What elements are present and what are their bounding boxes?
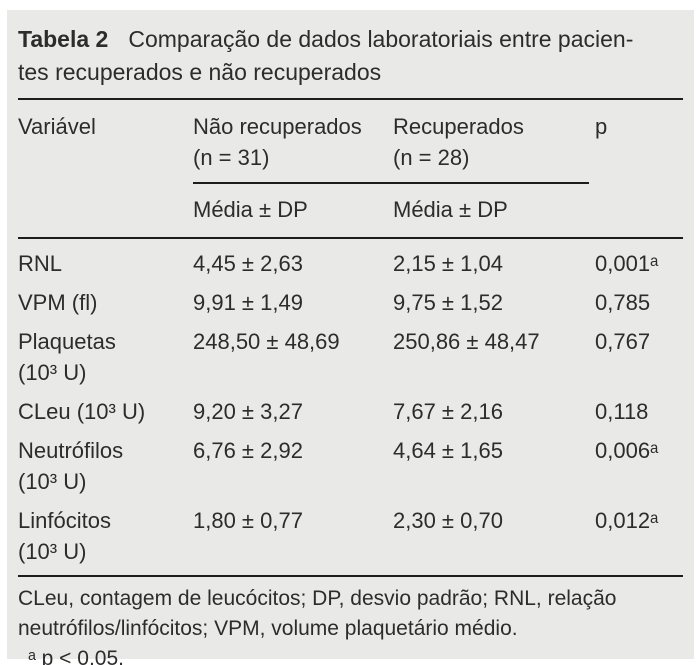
not-recovered-value: 6,76 ± 2,92 [193,438,303,463]
footnote-abbreviations: CLeu, contagem de leucócitos; DP, desvio… [18,587,617,640]
not-recovered-label: Não recuperados [193,114,362,139]
recovered-value: 250,86 ± 48,47 [393,329,540,354]
subheader-row: Média ± DP Média ± DP [193,194,595,225]
variable-unit: (10³ U) [18,469,87,494]
recovered-value: 2,15 ± 1,04 [393,251,503,276]
recovered-value: 2,30 ± 0,70 [393,508,503,533]
table-title-line1: Comparação de dados laboratoriais entre … [128,26,634,52]
variable-cell: Linfócitos (10³ U) [18,505,193,567]
rule-footer [18,575,683,577]
variable-unit: (10³ U) [18,539,87,564]
not-recovered-value: 4,45 ± 2,63 [193,251,303,276]
variable-name: Linfócitos [18,508,111,533]
variable-name: CLeu (10³ U) [18,399,146,424]
col-header-recovered: Recuperados (n = 28) [393,111,589,173]
rule-header [18,237,683,239]
p-value: 0,785 [595,290,651,315]
table-row-linfocitos: Linfócitos (10³ U) 1,80 ± 0,77 2,30 ± 0,… [18,501,683,571]
not-recovered-value: 248,50 ± 48,69 [193,329,340,354]
variable-name: RNL [18,251,63,276]
recovered-value: 4,64 ± 1,65 [393,438,503,463]
p-value: 0,118 [595,399,649,424]
variable-name: Neutrófilos [18,438,124,463]
table-row-plaquetas: Plaquetas (10³ U) 248,50 ± 48,69 250,86 … [18,322,683,392]
recovered-value: 7,67 ± 2,16 [393,399,503,424]
table-row-cleu: CLeu (10³ U) 9,20 ± 3,27 7,67 ± 2,16 0,1… [18,392,683,431]
col-header-variable: Variável [18,114,96,139]
subheader-mean-sd-not-recovered: Média ± DP [193,197,308,222]
rule-top [18,98,683,100]
variable-name: Plaquetas [18,329,116,354]
variable-cell: Neutrófilos (10³ U) [18,435,193,497]
group-headers: Não recuperados (n = 31) Recuperados (n … [193,111,595,225]
table-title-line2: tes recuperados e não recuperados [18,59,382,85]
variable-name: VPM (fl) [18,290,98,315]
not-recovered-value: 9,20 ± 3,27 [193,399,303,424]
subheader-mean-sd-recovered: Média ± DP [393,197,508,222]
not-recovered-n: (n = 31) [193,145,270,170]
table-panel: Tabela 2 Comparação de dados laboratoriai… [7,10,694,665]
variable-cell: RNL [18,248,193,279]
table-caption: Tabela 2 Comparação de dados laboratoriai… [18,23,683,89]
variable-unit: (10³ U) [18,360,87,385]
table-row-rnl: RNL 4,45 ± 2,63 2,15 ± 1,04 0,001ᵃ [18,244,683,283]
p-value: 0,006ᵃ [595,438,659,463]
table-body: RNL 4,45 ± 2,63 2,15 ± 1,04 0,001ᵃ VPM (… [18,239,683,575]
recovered-label: Recuperados [393,114,524,139]
not-recovered-value: 9,91 ± 1,49 [193,290,303,315]
table-header: Variável Não recuperados (n = 31) Recupe… [18,100,683,237]
p-value: 0,767 [595,329,651,354]
p-value: 0,001ᵃ [595,251,659,276]
table-row-neutrofilos: Neutrófilos (10³ U) 6,76 ± 2,92 4,64 ± 1… [18,431,683,501]
table-number: Tabela 2 [18,26,109,52]
variable-cell: CLeu (10³ U) [18,396,193,427]
variable-cell: VPM (fl) [18,287,193,318]
recovered-n: (n = 28) [393,145,470,170]
recovered-value: 9,75 ± 1,52 [393,290,503,315]
variable-cell: Plaquetas (10³ U) [18,326,193,388]
col-header-not-recovered: Não recuperados (n = 31) [193,111,393,173]
p-value: 0,012ᵃ [595,508,659,533]
table-row-vpm: VPM (fl) 9,91 ± 1,49 9,75 ± 1,52 0,785 [18,283,683,322]
footnote-significance: ᵃ p < 0,05. [28,647,124,665]
group-header-row: Não recuperados (n = 31) Recuperados (n … [193,111,589,184]
table-footnotes: CLeu, contagem de leucócitos; DP, desvio… [18,577,683,665]
col-header-p: p [595,114,608,139]
not-recovered-value: 1,80 ± 0,77 [193,508,303,533]
